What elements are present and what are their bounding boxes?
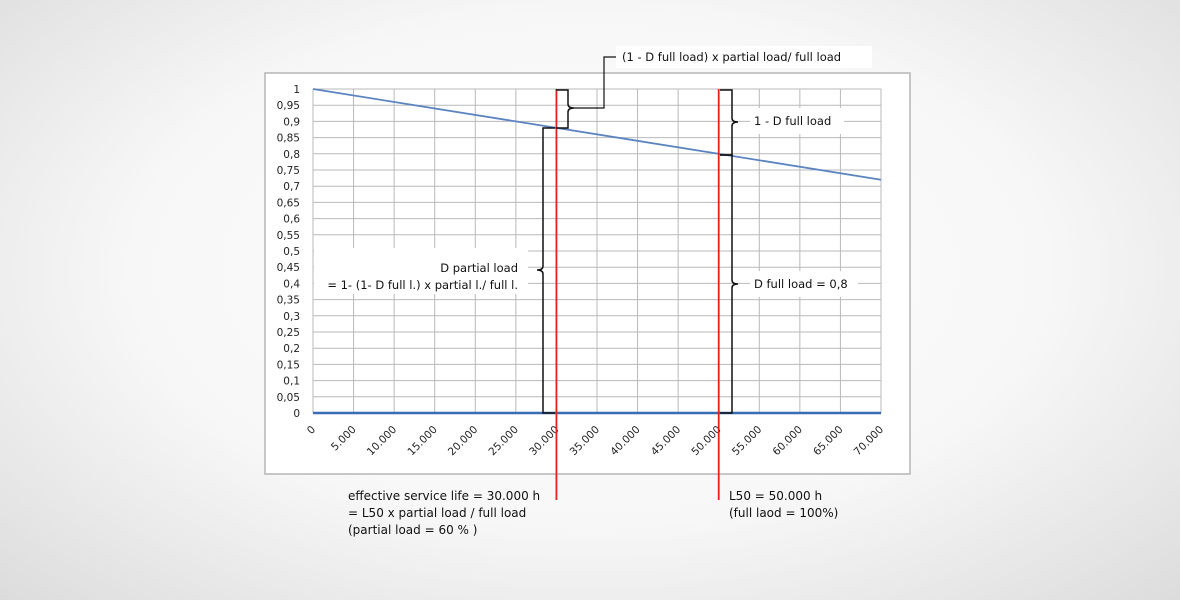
y-tick-label: 0,65 [277,197,300,209]
y-tick-label: 0,25 [277,327,300,339]
y-tick-label: 0,5 [283,246,300,258]
y-axis-ticks: 1 0,95 0,9 0,85 0,8 0,75 0,7 0,65 0,6 0,55 0,5 0,45… [277,84,301,420]
connector-top [574,56,616,109]
y-tick-label: 0,6 [283,214,300,226]
reference-lines [555,89,720,500]
y-tick-label: 0,4 [283,278,300,290]
annotation-left-line2: = 1- (1- D full l.) x partial l./ full l… [327,278,518,292]
y-tick-label: 0,05 [277,392,300,404]
y-tick-label: 0,8 [283,149,300,161]
caption-right-line2: (full laod = 100%) [729,506,838,520]
y-tick-label: 0,15 [277,359,300,371]
annotation-top: (1 - D full load) x partial load/ full l… [622,50,841,64]
bracket-right-bottom [720,154,739,414]
annotation-right-bottom-bg [750,271,858,297]
y-tick-label: 0,85 [277,133,300,145]
y-tick-label: 0,2 [283,343,300,355]
y-tick-label: 0,1 [283,376,300,388]
y-tick-label: 0,35 [277,295,300,307]
caption-left-line1: effective service life = 30.000 h [348,489,540,503]
y-tick-label: 0 [293,408,300,420]
y-tick-label: 0,75 [277,165,300,177]
annotation-top-bg [616,46,872,68]
y-tick-label: 0,7 [283,181,300,193]
annotation-right-bottom: D full load = 0,8 [754,277,848,291]
annotation-left-bg [314,248,528,294]
annotation-right-top-bg [750,108,844,134]
brackets [536,56,739,414]
y-tick-label: 0,3 [283,311,300,323]
y-tick-label: 0,9 [283,116,300,128]
y-tick-label: 0,45 [277,262,300,274]
caption-left-line3: (partial load = 60 % ) [348,523,477,537]
series-lines [312,88,882,415]
annotation-right-top: 1 - D full load [754,114,831,128]
annotation-left-line1: D partial load [440,261,518,275]
decay-line [312,88,882,181]
bracket-right-top [720,89,739,156]
y-tick-label: 1 [293,84,300,96]
caption-left-line2: = L50 x partial load / full load [348,506,526,520]
caption-right-line1: L50 = 50.000 h [729,489,822,503]
y-tick-label: 0,55 [277,230,300,242]
y-tick-label: 0,95 [277,100,300,112]
bracket-left-large [536,127,555,414]
